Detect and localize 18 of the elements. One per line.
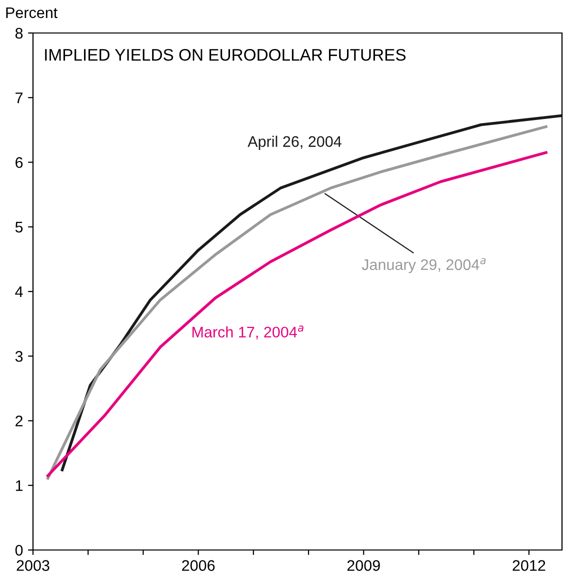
- y-tick-label: 2: [16, 416, 23, 426]
- x-tick-label: 2006: [182, 560, 215, 571]
- x-tick-label: 2003: [16, 560, 50, 571]
- y-tick-label: 0: [15, 544, 23, 556]
- text: IMPLIED YIELDS ON EURODOLLAR FUTURES: [45, 48, 406, 61]
- x-tick-label: 2012: [512, 560, 546, 571]
- y-tick-label: 3: [15, 350, 23, 362]
- y-tick-label: 4: [15, 286, 23, 298]
- y-tick-label: 1: [16, 480, 23, 491]
- y-axis-title: Percent: [6, 7, 58, 18]
- text: January 29, 2004$^{a}$: [362, 258, 486, 274]
- y-tick-label: 5: [15, 222, 23, 233]
- series-label: April 26, 2004: [248, 136, 342, 150]
- y-tick-label: 8: [15, 28, 23, 39]
- x-tick-label: 2009: [347, 560, 380, 571]
- series-label: March 17, 2004$^{a}$: [192, 326, 304, 340]
- y-tick-label: 7: [16, 92, 23, 104]
- y-tick-label: 6: [16, 157, 23, 168]
